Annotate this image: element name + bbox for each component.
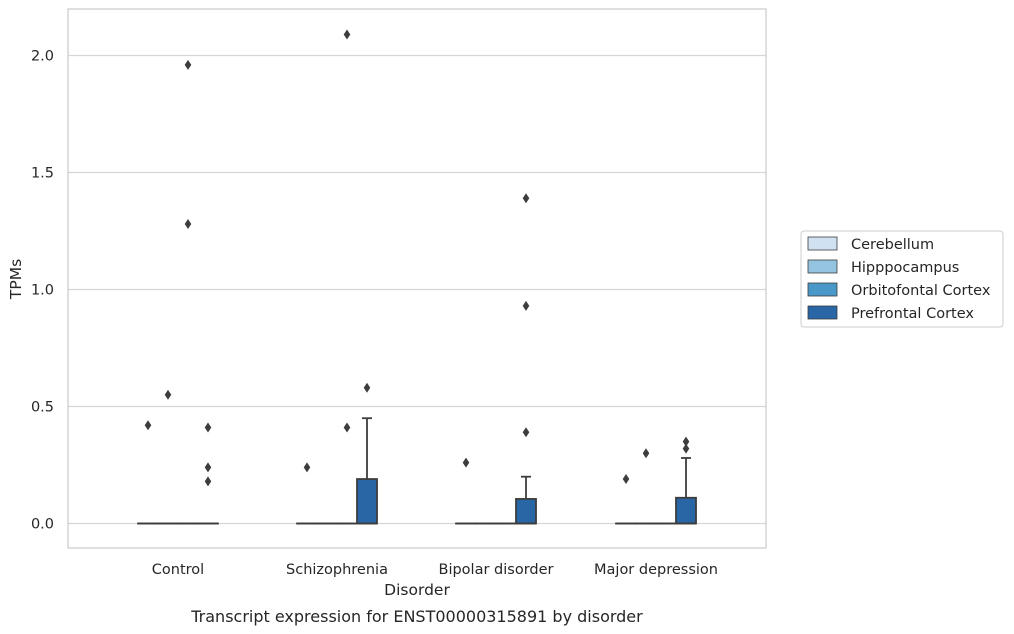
y-tick-label-4: 2.0	[31, 49, 54, 65]
outlier-point-6-0	[343, 29, 351, 40]
plot-frame	[67, 8, 767, 549]
outlier-point-2-0	[184, 59, 192, 70]
x-tick-label-1: Schizophrenia	[286, 562, 388, 578]
x-tick-label-3: Major depression	[594, 562, 718, 578]
box-3	[197, 422, 219, 525]
y-tick-label-0: 0.0	[31, 517, 54, 533]
box-13	[635, 448, 657, 525]
legend-label-0: Cerebellum	[851, 237, 934, 253]
legend-frame	[800, 230, 1004, 328]
outlier-point-3-2	[204, 476, 212, 487]
x-tick-labels: Control Schizophrenia Bipolar disorder Majo…	[152, 562, 718, 578]
box-4	[296, 462, 318, 525]
y-tick-label-3: 1.5	[31, 166, 54, 182]
outlier-point-7-0	[363, 382, 371, 393]
outlier-point-12-0	[622, 474, 630, 485]
box-6	[336, 29, 358, 525]
outlier-point-3-1	[204, 462, 212, 473]
outlier-point-11-2	[522, 427, 530, 438]
box-body-7	[356, 478, 378, 525]
legend-label-2: Orbitofontal Cortex	[851, 283, 991, 299]
box-12	[615, 474, 637, 525]
outlier-point-11-1	[522, 300, 530, 311]
outlier-point-8-0	[462, 457, 470, 468]
box-1	[157, 389, 179, 525]
y-tick-labels: 0.0 0.5 1.0 1.5 2.0	[31, 49, 54, 533]
y-axis-label: TPMs	[7, 259, 25, 300]
y-tick-label-2: 1.0	[31, 283, 54, 299]
chart-caption: Transcript expression for ENST0000031589…	[190, 607, 643, 626]
y-tick-label-1: 0.5	[31, 400, 54, 416]
outlier-point-0-0	[144, 420, 152, 431]
x-tick-label-2: Bipolar disorder	[439, 562, 554, 578]
legend-label-3: Prefrontal Cortex	[851, 306, 974, 322]
outlier-point-4-0	[303, 462, 311, 473]
legend-swatch-0	[807, 236, 838, 251]
box-body-15	[675, 496, 697, 525]
box-7	[356, 382, 378, 525]
outlier-point-1-0	[164, 389, 172, 400]
legend: Cerebellum Hipppocampus Orbitofontal Corte…	[800, 230, 1004, 328]
box-8	[455, 457, 477, 525]
legend-swatch-2	[807, 282, 838, 297]
outlier-point-3-0	[204, 422, 212, 433]
box-body-11	[515, 498, 537, 525]
outlier-point-6-1	[343, 422, 351, 433]
box-15	[675, 436, 697, 525]
legend-swatch-1	[807, 259, 838, 274]
outlier-point-15-0	[682, 436, 690, 447]
gridlines	[68, 54, 766, 525]
box-11	[515, 193, 537, 525]
x-tick-label-0: Control	[152, 562, 204, 578]
box-2	[177, 59, 199, 525]
outlier-point-11-0	[522, 193, 530, 204]
legend-label-1: Hipppocampus	[851, 260, 959, 276]
boxes-layer	[137, 29, 697, 525]
legend-swatch-3	[807, 305, 838, 320]
x-axis-label: Disorder	[384, 581, 450, 599]
outlier-point-13-0	[642, 448, 650, 459]
box-0	[137, 420, 159, 525]
outlier-point-2-1	[184, 218, 192, 229]
outlier-point-15-1	[682, 443, 690, 454]
